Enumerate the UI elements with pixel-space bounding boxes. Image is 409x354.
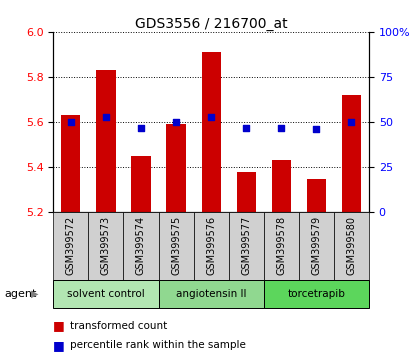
Bar [123, 212, 158, 280]
Bar [96, 70, 115, 212]
Point [312, 126, 319, 132]
Point [243, 125, 249, 130]
Bar [236, 172, 255, 212]
Bar [298, 212, 333, 280]
Bar [228, 212, 263, 280]
Bar [263, 280, 368, 308]
Bar [88, 212, 123, 280]
Bar [53, 280, 158, 308]
Point [277, 125, 284, 130]
Bar [61, 115, 80, 212]
Text: transformed count: transformed count [70, 321, 166, 331]
Bar [158, 280, 263, 308]
Bar [306, 178, 325, 212]
Text: percentile rank within the sample: percentile rank within the sample [70, 340, 245, 350]
Bar [271, 160, 290, 212]
Bar [131, 156, 150, 212]
Text: ■: ■ [53, 319, 65, 332]
Bar [201, 52, 220, 212]
Point [67, 119, 74, 125]
Text: GSM399576: GSM399576 [206, 216, 216, 275]
Text: ■: ■ [53, 339, 65, 352]
Text: solvent control: solvent control [67, 289, 144, 299]
Title: GDS3556 / 216700_at: GDS3556 / 216700_at [135, 17, 287, 31]
Text: angiotensin II: angiotensin II [175, 289, 246, 299]
Text: GSM399574: GSM399574 [136, 216, 146, 275]
Point [347, 119, 354, 125]
Point [207, 114, 214, 120]
Bar [166, 124, 185, 212]
Bar [333, 212, 368, 280]
Bar [193, 212, 228, 280]
Text: GSM399573: GSM399573 [101, 216, 111, 275]
Text: ▶: ▶ [31, 289, 38, 299]
Text: torcetrapib: torcetrapib [287, 289, 344, 299]
Text: GSM399575: GSM399575 [171, 216, 181, 275]
Bar [158, 212, 193, 280]
Text: GSM399572: GSM399572 [66, 216, 76, 275]
Bar [263, 212, 298, 280]
Text: GSM399578: GSM399578 [276, 216, 285, 275]
Bar [341, 95, 360, 212]
Point [172, 119, 179, 125]
Text: GSM399579: GSM399579 [310, 216, 321, 275]
Text: GSM399577: GSM399577 [240, 216, 251, 275]
Bar [53, 212, 88, 280]
Text: agent: agent [4, 289, 36, 299]
Point [137, 125, 144, 130]
Text: GSM399580: GSM399580 [346, 216, 355, 275]
Point [102, 114, 109, 120]
